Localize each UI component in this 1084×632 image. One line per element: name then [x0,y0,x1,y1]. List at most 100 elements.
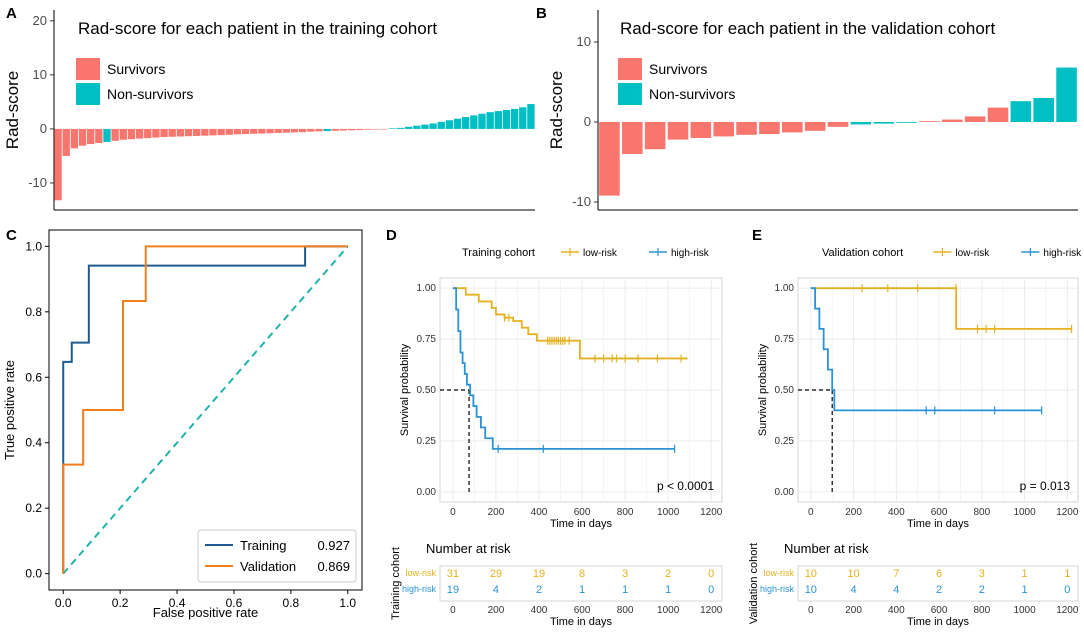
panel-e-risk-xtick: 800 [973,605,990,616]
panel-b-bar [896,122,917,123]
panel-e-risk-xtick: 1000 [1013,605,1036,616]
panel-a-bar [135,128,144,139]
panel-b-bar [1033,98,1054,122]
panel-d-risk-xtick: 1000 [657,605,680,616]
panel-e-risk-count: 2 [936,584,942,596]
panel-e-risk-xtick: 1200 [1056,605,1079,616]
panel-c-legend-auc: 0.869 [317,559,350,574]
panel-a-bar [347,128,356,131]
panel-e-pvalue: p = 0.013 [1020,479,1071,493]
panel-a-bar [519,107,527,129]
panel-a-bar [62,128,70,156]
panel-e-xtick-label: 1000 [1013,507,1036,518]
panel-d-pvalue: p < 0.0001 [657,479,714,493]
panel-c-xtick-label: 0.0 [55,596,72,610]
panel-e-risk-count: 10 [805,568,817,580]
panel-a-bar [380,128,388,130]
panel-e-ytick-label: 1.00 [775,283,795,294]
panel-c-ytick-label: 0.4 [25,436,42,450]
panel-a-legend-swatch [76,58,100,80]
panel-a-bar [486,112,494,129]
panel-e-risk-count: 2 [979,584,985,596]
panel-a-bar [339,128,348,131]
panel-e-risk-count: 4 [893,584,899,596]
panel-a-bar [184,128,193,137]
panel-d-ytick-label: 1.00 [417,283,437,294]
panel-c-ytick-label: 1.0 [25,239,42,253]
panel-c-ytick-label: 0.8 [25,305,42,319]
panel-a-bar [241,128,250,135]
panel-c-xtick-label: 0.4 [169,596,186,610]
panel-e-risk-count: 1 [1064,568,1070,580]
panel-a-bar [290,128,299,133]
panel-e-risk-xlabel: Time in days [907,616,969,628]
panel-a-bar [250,128,258,134]
panel-d-risk-table-area [439,565,723,602]
panel-d-xtick-label: 400 [531,507,548,518]
panel-a-bar [404,126,413,129]
panel-c-ytick-label: 0.6 [25,370,42,384]
panel-a-ylabel: Rad-score [3,71,22,149]
panel-b-bar [759,122,780,134]
panel-c-ytick-label: 0.0 [25,567,42,581]
panel-a-bar [193,128,201,136]
panel-b-bar [873,122,894,124]
panel-a-bar [445,120,454,129]
panel-a-bar [152,128,160,138]
panel-d-risk-count: 3 [622,568,628,580]
panel-a-legend-label: Survivors [107,61,165,77]
panel-d-risk-count: 29 [490,568,502,580]
panel-d-risk-count: 1 [579,584,585,596]
panel-e-ytick-label: 0.25 [775,436,795,447]
panel-e-risk-count: 1 [1022,584,1028,596]
panel-a-bar [462,117,470,129]
panel-e-curve-high-risk [810,287,1042,412]
panel-c-roc-validation [62,245,348,574]
panel-d-risk-count: 31 [447,568,459,580]
panel-b-bar [782,122,803,133]
panel-d-risk-count: 0 [708,584,714,596]
panel-c-xtick-label: 0.8 [283,596,300,610]
panel-a-bar [413,125,421,129]
panel-a-bar [478,113,486,129]
panel-e-risk-xtick: 400 [888,605,905,616]
panel-a-bar [209,128,217,136]
panel-e-xlabel: Time in days [907,518,969,530]
panel-b-legend-label: Non-survivors [649,86,735,102]
panel-d-xtick-label: 600 [574,507,591,518]
panel-d-risk-row-label: high-risk [402,584,437,594]
panel-a-ytick-label: 0 [40,121,47,136]
panel-e-risk-table-area [797,565,1079,602]
panel-c-legend-auc: 0.927 [317,538,350,553]
panel-e-risk-count: 7 [893,568,899,580]
panel-e-risk-row-label: low-risk [764,568,795,578]
panel-label-e: E [752,227,762,244]
panel-d-risk-count: 19 [533,568,545,580]
panel-d-ytick-label: 0.75 [417,334,437,345]
panel-e-risk-count: 10 [847,568,859,580]
panel-c-xlabel: False positive rate [153,605,259,620]
panel-b-bar [1056,67,1077,122]
panel-d-risk-count: 2 [665,568,671,580]
panel-b-bar [1010,101,1032,122]
panel-e-xtick-label: 200 [845,507,862,518]
panel-e-xtick-label: 1200 [1056,507,1079,518]
panel-e-risk-ylabel: Validation cohort [748,543,760,624]
panel-b-bar [690,122,712,138]
panel-a-bar [119,128,127,140]
panel-a-bar [127,128,136,140]
panel-c-legend-name: Training [240,538,286,553]
panel-d-ylabel: Survival probability [399,343,411,436]
panel-a-bar [111,128,119,141]
panel-c-diagonal [62,245,349,575]
panel-d-risk-xtick: 200 [488,605,505,616]
panel-a-bar [78,128,87,146]
panel-b-bar [713,122,734,137]
panel-b-title: Rad-score for each patient in the valida… [620,19,995,38]
panel-b-ytick-label: -10 [572,194,591,209]
panel-a-legend-swatch [76,83,100,105]
panel-d-legend-title: Training cohort [462,247,535,259]
panel-d-xtick-label: 800 [617,507,634,518]
panel-d-xtick-label: 1200 [700,507,723,518]
